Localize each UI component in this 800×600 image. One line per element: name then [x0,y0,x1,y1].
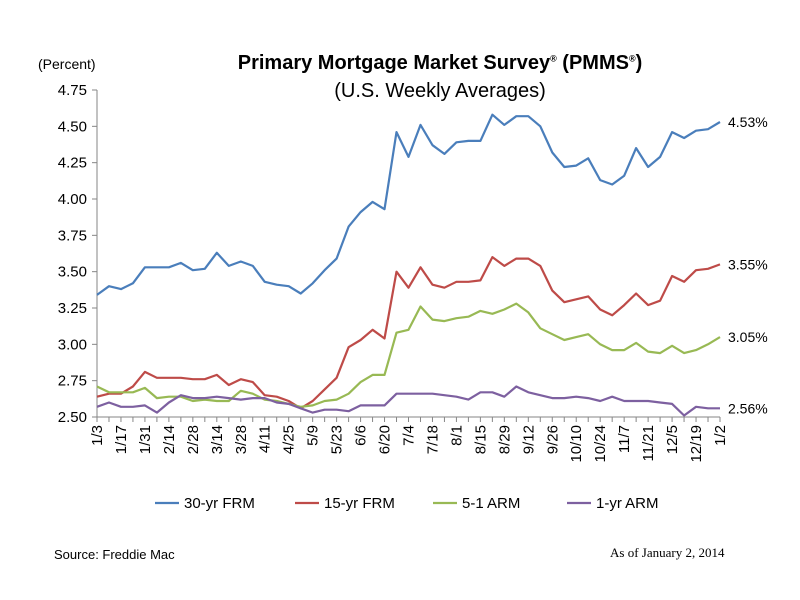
x-tick-label: 1/3 [89,425,106,446]
legend-label-15-yr-frm: 15-yr FRM [324,495,395,512]
y-tick-label: 2.75 [58,373,87,390]
y-tick-label: 4.00 [58,191,87,208]
title-reg-mark-1: ® [550,53,557,64]
x-tick-label: 3/14 [209,425,226,454]
end-value-label-1-yr-arm: 2.56% [728,400,768,416]
title-reg-mark-2: ® [628,53,636,64]
chart-title-acronym: (PMMS [562,52,629,74]
y-tick-label: 3.00 [58,336,87,353]
x-tick-label: 5/23 [329,425,346,454]
x-tick-label: 3/28 [233,425,250,454]
end-value-label-5-1-arm: 3.05% [728,329,768,345]
x-tick-label: 5/9 [305,425,322,446]
x-tick-label: 1/2 [712,425,729,446]
x-tick-label: 12/19 [688,425,705,463]
x-tick-label: 9/26 [544,425,561,454]
x-tick-label: 2/28 [185,425,202,454]
chart-title-text: Primary Mortgage Market Survey [237,52,551,74]
x-tick-label: 12/5 [664,425,681,454]
x-tick-label: 1/31 [137,425,154,454]
series-line-5-1-arm [96,302,721,408]
series-line-15-yr-frm [96,256,721,410]
y-tick-label: 3.50 [58,264,87,281]
x-tick-label: 10/24 [592,425,609,463]
y-axis-unit-label: (Percent) [38,56,96,72]
x-tick-label: 11/7 [616,425,633,453]
legend-label-1-yr-arm: 1-yr ARM [596,495,659,512]
chart-title: Primary Mortgage Market Survey® (PMMS®) [237,52,643,74]
legend-label-5-1-arm: 5-1 ARM [462,495,520,512]
end-value-label-15-yr-frm: 3.55% [728,256,768,272]
x-tick-label: 4/25 [281,425,298,454]
x-tick-label: 8/15 [472,425,489,454]
end-value-label-30-yr-frm: 4.53% [728,114,768,130]
x-tick-label: 6/20 [377,425,394,454]
source-note: Source: Freddie Mac [54,547,175,562]
x-tick-label: 6/6 [353,425,370,446]
legend-label-30-yr-frm: 30-yr FRM [184,495,255,512]
y-tick-label: 4.50 [58,118,87,135]
y-tick-label: 4.75 [58,82,87,99]
x-tick-label: 8/1 [448,425,465,446]
x-tick-label: 9/12 [520,425,537,454]
series-line-30-yr-frm [96,113,721,296]
y-tick-label: 4.25 [58,155,87,172]
x-tick-label: 2/14 [161,425,178,454]
x-tick-label: 1/17 [113,425,130,454]
x-tick-label: 7/4 [401,425,418,446]
x-tick-label: 11/21 [640,425,657,461]
chart-subtitle: (U.S. Weekly Averages) [334,80,546,102]
as-of-date: As of January 2, 2014 [610,545,725,560]
x-tick-label: 8/29 [496,425,513,454]
y-tick-label: 3.75 [58,227,87,244]
series-line-1-yr-arm [96,385,720,417]
x-tick-label: 7/18 [424,425,441,454]
x-tick-label: 10/10 [568,425,585,463]
y-tick-label: 3.25 [58,300,87,317]
y-tick-label: 2.50 [58,409,87,426]
x-tick-label: 4/11 [257,425,274,453]
